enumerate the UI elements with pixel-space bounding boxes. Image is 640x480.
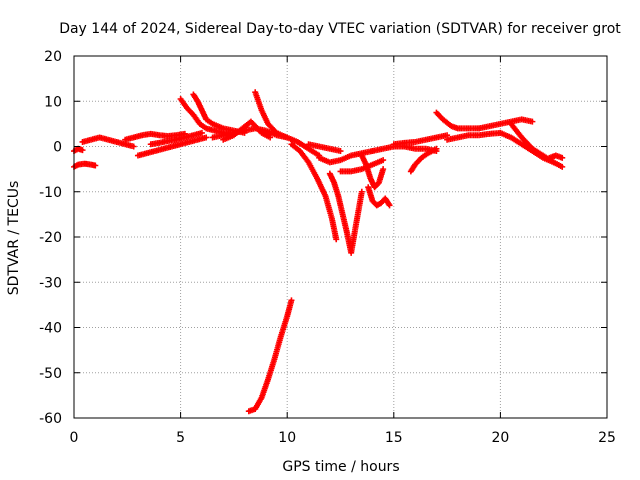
series-arc-3 bbox=[79, 134, 137, 150]
y-tick-label: -10 bbox=[39, 185, 62, 201]
y-tick-label: -20 bbox=[39, 230, 62, 246]
series-arc-12 bbox=[288, 141, 340, 243]
series-arc-26 bbox=[508, 120, 566, 170]
y-tick-labels: -60 -50 -40 -30 -20 -10 0 10 20 bbox=[39, 49, 62, 427]
data-point bbox=[333, 236, 340, 243]
y-tick-label: -60 bbox=[39, 411, 62, 427]
y-tick-label: -50 bbox=[39, 366, 62, 382]
series-arc-outlier bbox=[245, 297, 295, 415]
axis-ticks bbox=[73, 55, 608, 419]
x-tick-label: 15 bbox=[385, 430, 403, 446]
data-point bbox=[130, 143, 137, 150]
series-arc-1 bbox=[71, 160, 99, 170]
series-arc-23 bbox=[444, 129, 504, 143]
data-point bbox=[79, 147, 86, 154]
chart-title: Day 144 of 2024, Sidereal Day-to-day VTE… bbox=[59, 21, 621, 37]
x-tick-labels: 0 5 10 15 20 25 bbox=[70, 430, 616, 446]
series-arc-10 bbox=[220, 118, 274, 143]
data-point bbox=[267, 134, 274, 141]
x-tick-label: 20 bbox=[491, 430, 509, 446]
data-point bbox=[433, 145, 440, 152]
data-point bbox=[358, 188, 365, 195]
series-arc-2 bbox=[71, 145, 86, 155]
data-point bbox=[380, 157, 387, 164]
series-arc-17 bbox=[365, 184, 393, 209]
y-axis-label: SDTVAR / TECUs bbox=[6, 181, 22, 296]
series-arc-5 bbox=[134, 134, 210, 159]
series-arc-18 bbox=[358, 152, 387, 191]
data-point bbox=[559, 163, 566, 170]
data-point bbox=[380, 166, 387, 173]
data-points bbox=[71, 89, 566, 415]
y-tick-label: 0 bbox=[53, 140, 62, 156]
y-tick-label: 20 bbox=[44, 49, 62, 65]
series-arc-15 bbox=[326, 170, 365, 256]
series-arc-24 bbox=[476, 116, 536, 132]
series-arc-11 bbox=[252, 89, 323, 159]
x-axis-label: GPS time / hours bbox=[282, 459, 399, 475]
series-arc-22 bbox=[433, 109, 483, 132]
data-point bbox=[337, 148, 344, 155]
data-point bbox=[92, 162, 99, 169]
data-point bbox=[288, 297, 295, 304]
data-point bbox=[529, 118, 536, 125]
series-arc-27 bbox=[546, 152, 566, 161]
x-tick-label: 25 bbox=[598, 430, 616, 446]
y-tick-label: 10 bbox=[44, 94, 62, 110]
y-tick-label: -40 bbox=[39, 321, 62, 337]
y-tick-label: -30 bbox=[39, 275, 62, 291]
series-arc-6 bbox=[147, 129, 205, 148]
grid bbox=[74, 56, 607, 418]
data-point bbox=[198, 129, 205, 136]
x-tick-label: 10 bbox=[278, 430, 296, 446]
x-tick-label: 0 bbox=[70, 430, 79, 446]
data-point bbox=[386, 202, 393, 209]
series-arc-20 bbox=[390, 132, 451, 148]
series-arc-8 bbox=[190, 91, 248, 136]
data-point bbox=[203, 134, 210, 141]
x-tick-label: 5 bbox=[176, 430, 185, 446]
data-point bbox=[559, 154, 566, 161]
series-arc-4 bbox=[122, 130, 188, 143]
series-arc-13 bbox=[305, 141, 344, 155]
series-arc-21 bbox=[407, 145, 440, 175]
